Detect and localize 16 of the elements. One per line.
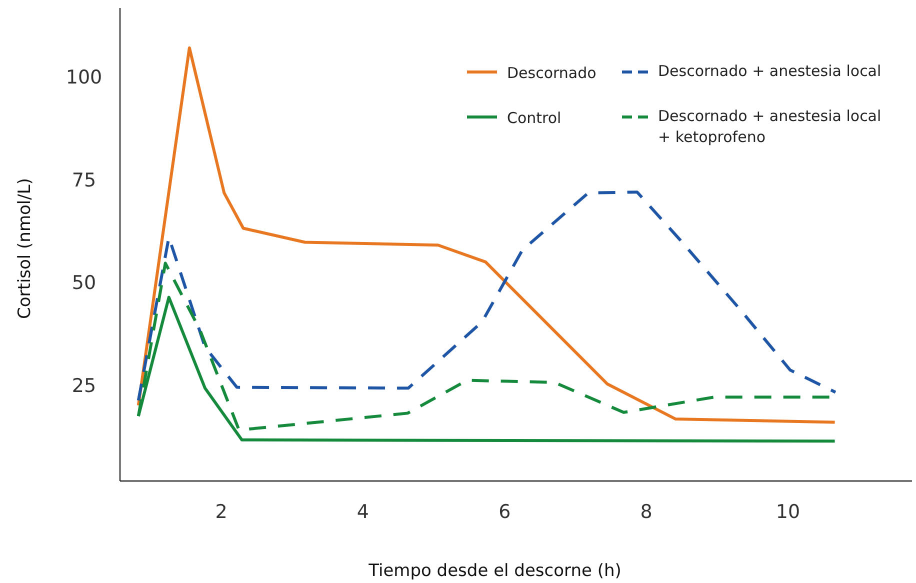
line-series bbox=[136, 190, 837, 402]
legend-label: Descornado + anestesia local bbox=[658, 62, 882, 80]
y-tick-label: 25 bbox=[72, 374, 96, 397]
y-tick-label: 50 bbox=[72, 272, 96, 294]
legend-label: Descornado bbox=[507, 64, 596, 82]
x-tick-label: 6 bbox=[498, 501, 511, 523]
y-axis-title: Cortisol (nmol/L) bbox=[15, 178, 35, 319]
x-tick-label: 8 bbox=[640, 501, 652, 523]
x-tick-label: 4 bbox=[356, 501, 370, 523]
legend-label: Descornado + anestesia local + ketoprofeno bbox=[658, 107, 882, 146]
y-tick-label: 100 bbox=[66, 66, 102, 89]
legend-label: Control bbox=[507, 109, 562, 127]
x-axis-title: Tiempo desde el descorne (h) bbox=[368, 561, 622, 581]
y-tick-label: 75 bbox=[72, 169, 96, 192]
x-tick-label: 2 bbox=[215, 501, 228, 523]
x-tick-label: 10 bbox=[776, 501, 800, 523]
